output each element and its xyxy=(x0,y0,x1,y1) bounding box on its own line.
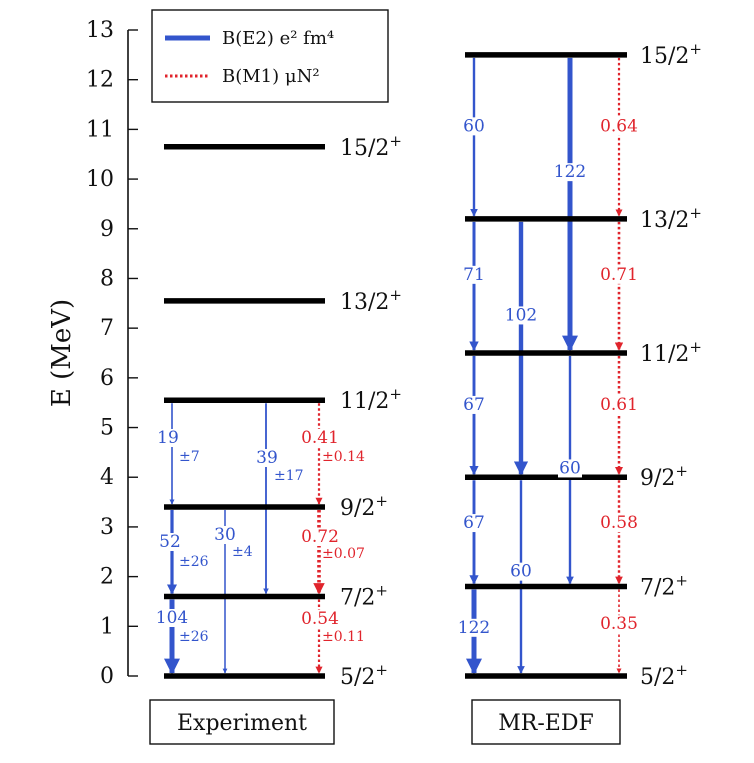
transition-value-label: 67 xyxy=(463,395,485,415)
y-axis-title: E (MeV) xyxy=(47,299,77,407)
level-label: 11/2+ xyxy=(640,338,702,367)
transition-value-label: 0.58 xyxy=(600,513,638,533)
y-tick-label: 13 xyxy=(86,18,114,43)
panel-label-box-experiment xyxy=(149,699,335,745)
value-label-bg xyxy=(158,533,182,551)
level-label: 13/2+ xyxy=(640,204,702,233)
value-label-bg xyxy=(298,610,342,628)
panel-label-mr-edf: MR-EDF xyxy=(498,711,594,736)
transition-uncertainty-label: ±4 xyxy=(232,544,253,560)
y-tick-label: 5 xyxy=(100,416,114,441)
level-label: 13/2+ xyxy=(340,286,402,315)
y-tick-label: 4 xyxy=(100,465,114,490)
panel-mr-edf: 5/2+ 7/2+ 9/2+ 11/2+ 13/2+ 15/2+ 60 122 0.64 71 10… xyxy=(457,40,702,690)
value-label-bg xyxy=(553,163,587,182)
transition-value-label: 0.54 xyxy=(301,609,339,629)
legend-box xyxy=(151,9,389,103)
transition-value-label: 0.71 xyxy=(600,265,638,285)
level-label: 5/2+ xyxy=(640,661,688,690)
y-tick-label: 6 xyxy=(100,366,114,391)
transition-value-label: 104 xyxy=(156,608,188,628)
y-tick-label: 1 xyxy=(100,614,114,639)
panel-experiment: 5/2+ 7/2+ 9/2+ 11/2+ 13/2+ 15/2+ 19±7 39±17 0.41… xyxy=(155,132,402,690)
value-label-bg xyxy=(462,117,486,136)
panel-labels: Experiment MR-EDF xyxy=(149,699,621,745)
value-label-bg xyxy=(155,609,189,627)
legend: B(E2) e² fm⁴ B(M1) μN² xyxy=(151,9,389,103)
transition-value-label: 30 xyxy=(214,525,236,545)
transition-value-label: 122 xyxy=(554,162,586,182)
transition-uncertainty-label: ±0.14 xyxy=(322,449,365,465)
transition-value-label: 60 xyxy=(559,458,581,478)
level-label: 7/2+ xyxy=(640,572,688,601)
y-tick-label: 10 xyxy=(86,167,114,192)
transition-uncertainty-label: ±26 xyxy=(179,554,209,570)
transition-value-label: 0.72 xyxy=(301,527,339,547)
y-tick-label: 0 xyxy=(100,664,114,689)
y-tick-label: 2 xyxy=(100,565,114,590)
value-label-bg xyxy=(255,449,279,467)
value-label-bg xyxy=(558,459,582,478)
y-tick-label: 9 xyxy=(100,217,114,242)
level-label: 7/2+ xyxy=(340,581,388,610)
y-tick-label: 8 xyxy=(100,266,114,291)
value-label-bg xyxy=(298,528,342,546)
transition-uncertainty-label: ±17 xyxy=(274,468,304,484)
transition-value-label: 19 xyxy=(157,428,179,448)
value-label-bg xyxy=(462,395,486,414)
transition-value-label: 0.41 xyxy=(301,428,339,448)
value-label-bg xyxy=(504,306,538,325)
panel-label-experiment: Experiment xyxy=(177,711,307,736)
value-label-bg xyxy=(597,615,641,634)
value-label-bg xyxy=(156,429,180,447)
value-label-bg xyxy=(457,618,491,637)
value-label-bg xyxy=(597,265,641,284)
y-tick-label: 12 xyxy=(86,68,114,93)
value-label-bg xyxy=(298,429,342,447)
value-label-bg xyxy=(597,395,641,414)
transition-value-label: 52 xyxy=(159,532,181,552)
legend-m1-label: B(M1) μN² xyxy=(222,66,320,87)
transition-value-label: 102 xyxy=(505,305,537,325)
transition-uncertainty-label: ±0.07 xyxy=(322,546,365,562)
level-label: 9/2+ xyxy=(640,462,688,491)
transition-value-label: 0.35 xyxy=(600,614,638,634)
transition-uncertainty-label: ±0.11 xyxy=(322,629,365,645)
transition-value-label: 71 xyxy=(463,265,485,285)
y-tick-label: 11 xyxy=(86,117,114,142)
transition-value-label: 60 xyxy=(510,562,532,582)
level-label: 11/2+ xyxy=(340,385,402,414)
value-label-bg xyxy=(597,514,641,533)
y-tick-label: 7 xyxy=(100,316,114,341)
value-label-bg xyxy=(213,526,237,544)
legend-e2-label: B(E2) e² fm⁴ xyxy=(222,28,334,49)
y-tick-label: 3 xyxy=(100,515,114,540)
level-label: 9/2+ xyxy=(340,492,388,521)
transition-value-label: 67 xyxy=(463,513,485,533)
transition-value-label: 122 xyxy=(458,618,490,638)
transition-uncertainty-label: ±7 xyxy=(179,449,200,465)
transition-value-label: 0.61 xyxy=(600,395,638,415)
level-label: 15/2+ xyxy=(340,132,402,161)
transition-value-label: 39 xyxy=(256,448,278,468)
value-label-bg xyxy=(509,562,533,581)
transition-value-label: 60 xyxy=(463,116,485,136)
value-label-bg xyxy=(462,265,486,284)
level-label: 15/2+ xyxy=(640,40,702,69)
transition-uncertainty-label: ±26 xyxy=(179,629,209,645)
value-label-bg xyxy=(462,514,486,533)
panel-label-box-mr-edf xyxy=(471,699,621,745)
transition-value-label: 0.64 xyxy=(600,116,638,136)
level-label: 5/2+ xyxy=(340,661,388,690)
value-label-bg xyxy=(597,117,641,136)
